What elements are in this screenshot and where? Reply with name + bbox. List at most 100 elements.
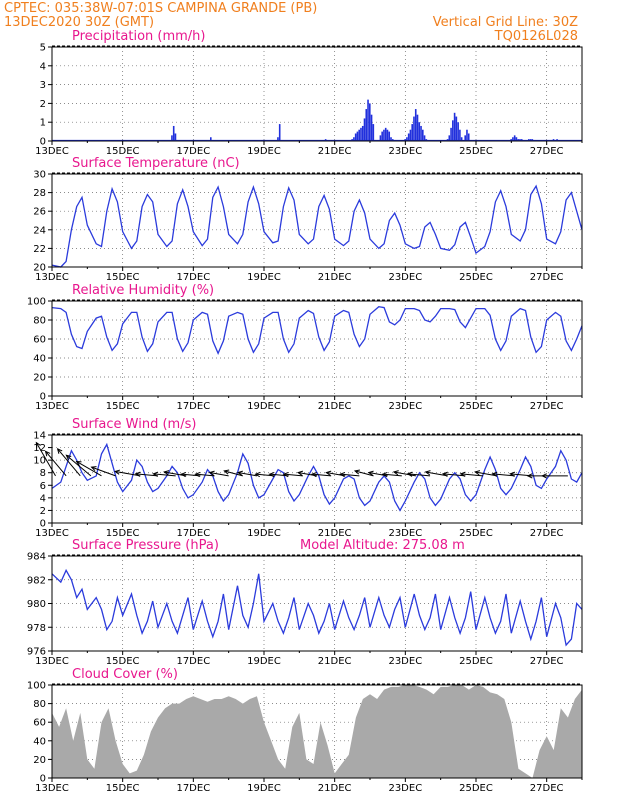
cloud-xtick-label: 17DEC <box>176 783 210 794</box>
temp-xtick-label: 15DEC <box>106 272 140 283</box>
wind-arrow-head <box>459 471 466 477</box>
precip-ytick-label: 0 <box>40 137 46 148</box>
precip-title: Precipitation (mm/h) <box>72 29 205 44</box>
precip-bar <box>372 124 375 141</box>
cloud-ytick-label: 20 <box>33 755 46 766</box>
temp-ytick-label: 30 <box>33 170 46 181</box>
wind-xtick-label: 25DEC <box>459 528 493 539</box>
wind-arrow-head <box>35 441 41 448</box>
wind-ytick-label: 8 <box>40 468 46 479</box>
pressure-xtick-label: 25DEC <box>459 656 493 667</box>
cloud-xtick-label: 23DEC <box>388 783 422 794</box>
temp-frame <box>51 173 583 268</box>
temp-series-line <box>51 184 583 268</box>
precip-bar <box>409 129 412 141</box>
precip-bar <box>210 137 212 141</box>
precip-bar <box>512 137 514 141</box>
wind-arrow-head <box>90 466 97 472</box>
wind-arrow <box>425 471 448 477</box>
cloud-frame <box>51 684 583 779</box>
precip-bar <box>356 131 359 141</box>
wind-arrow-head <box>163 470 170 476</box>
humidity-ytick-label: 60 <box>33 335 46 346</box>
precip-bar <box>416 114 419 141</box>
humidity-frame <box>51 300 583 397</box>
wind-ytick-label: 4 <box>40 493 46 504</box>
precip-xtick-label: 21DEC <box>318 146 352 157</box>
temp-ytick-label: 24 <box>33 225 46 236</box>
precip-bar <box>390 137 392 141</box>
precip-xtick-label: 23DEC <box>388 146 422 157</box>
wind-arrow <box>283 473 303 477</box>
precip-ytick-label: 4 <box>40 61 46 72</box>
precip-bar <box>407 133 410 141</box>
pressure-xtick-label: 27DEC <box>530 656 564 667</box>
header-station: CPTEC: 035:38W-07:01S CAMPINA GRANDE (PB… <box>4 1 317 16</box>
pressure-ytick-label: 980 <box>27 599 46 610</box>
cloud-xtick-label: 13DEC <box>35 783 69 794</box>
precip-bar <box>418 122 421 141</box>
temp-ytick-label: 28 <box>33 188 46 199</box>
precip-xtick-label: 19DEC <box>247 146 281 157</box>
wind-arrow <box>443 473 466 477</box>
header-date: 13DEC2020 30Z (GMT) <box>4 15 154 30</box>
precip-ytick-label: 1 <box>40 118 46 129</box>
cloud-xtick-label: 15DEC <box>106 783 140 794</box>
pressure-xtick-label: 15DEC <box>106 656 140 667</box>
wind-arrow <box>460 473 484 477</box>
humidity-ytick-label: 20 <box>33 373 46 384</box>
wind-arrow <box>57 448 81 477</box>
precip-xtick-label: 25DEC <box>459 146 493 157</box>
wind-arrow <box>340 473 360 477</box>
wind-arrow <box>354 470 374 477</box>
precip-bar <box>422 129 424 141</box>
wind-arrow-head <box>180 471 187 478</box>
header-model-code: TQ0126L028 <box>494 29 578 44</box>
pressure-xtick-label: 13DEC <box>35 656 69 667</box>
wind-arrow-head <box>282 471 289 478</box>
precip-panel: 0 1 2 3 4 5 13DEC 15DEC 17DEC 19DEC 21DEC 23DEC 25DE… <box>35 29 583 157</box>
humidity-xtick-label: 13DEC <box>35 401 69 412</box>
precip-bar <box>354 133 357 141</box>
precip-bar <box>413 116 415 141</box>
temp-ytick-label: 26 <box>33 207 46 218</box>
temp-xtick-label: 21DEC <box>318 272 352 283</box>
pressure-xtick-label: 17DEC <box>176 656 210 667</box>
wind-arrow-head <box>44 450 51 457</box>
wind-ytick-label: 0 <box>40 519 46 530</box>
pressure-frame <box>51 555 583 652</box>
cloud-ytick-label: 60 <box>33 718 46 729</box>
cloud-area <box>52 685 582 778</box>
precip-bar <box>370 114 373 141</box>
precip-bar <box>515 137 518 141</box>
precip-bar <box>453 112 456 141</box>
humidity-ytick-label: 80 <box>33 316 46 327</box>
temp-ytick-label: 22 <box>33 244 46 255</box>
pressure-xtick-label: 19DEC <box>247 656 281 667</box>
temp-xtick-label: 27DEC <box>530 272 564 283</box>
wind-xtick-label: 19DEC <box>247 528 281 539</box>
temp-xtick-label: 13DEC <box>35 272 69 283</box>
pressure-panel: 976 978 980 982 984 13DEC 15DEC 17DEC 19DEC 21DEC… <box>27 538 583 667</box>
pressure-ytick-label: 984 <box>27 552 46 563</box>
wind-arrow <box>135 473 159 477</box>
precip-bar <box>411 124 413 141</box>
precip-xtick-label: 15DEC <box>106 146 140 157</box>
precip-bar <box>467 133 470 141</box>
humidity-series-line <box>51 306 583 355</box>
wind-frame <box>51 434 583 524</box>
temp-xtick-label: 23DEC <box>388 272 422 283</box>
precip-bar <box>358 129 360 141</box>
wind-arrow <box>475 471 498 477</box>
cloud-ytick-label: 100 <box>27 681 46 692</box>
pressure-ytick-label: 982 <box>27 575 46 586</box>
wind-arrow-head <box>367 470 374 476</box>
wind-arrow <box>237 472 258 477</box>
precip-bar <box>361 125 364 141</box>
humidity-ytick-label: 40 <box>33 354 46 365</box>
temp-title: Surface Temperature (nC) <box>72 156 240 171</box>
wind-arrow-head <box>152 471 159 477</box>
precip-bar <box>414 109 417 141</box>
humidity-xtick-label: 17DEC <box>176 401 210 412</box>
precip-bar <box>420 125 422 141</box>
